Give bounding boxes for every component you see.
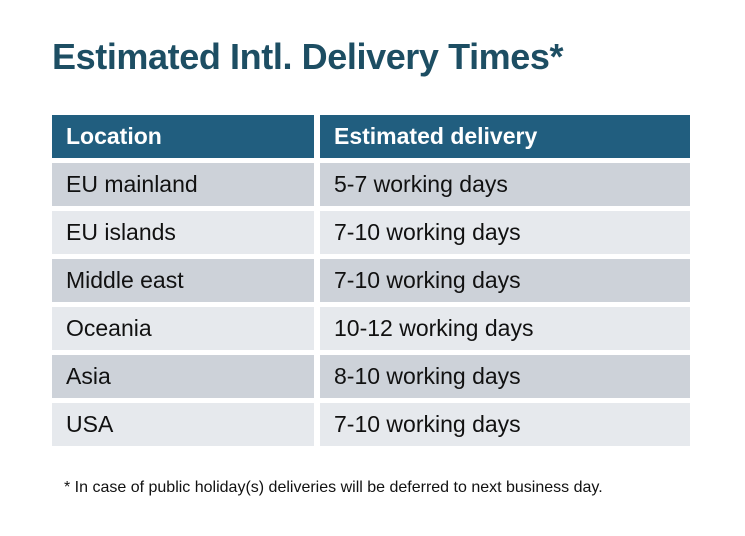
row-oceania-location: Oceania: [52, 307, 314, 350]
column-header-estimated-delivery: Estimated delivery: [320, 115, 690, 158]
row-asia-location: Asia: [52, 355, 314, 398]
row-oceania-delivery: 10-12 working days: [320, 307, 690, 350]
column-header-location: Location: [52, 115, 314, 158]
row-usa-location: USA: [52, 403, 314, 446]
page-title: Estimated Intl. Delivery Times*: [52, 36, 564, 77]
row-asia-delivery: 8-10 working days: [320, 355, 690, 398]
row-usa-delivery: 7-10 working days: [320, 403, 690, 446]
row-eu-mainland-location: EU mainland: [52, 163, 314, 206]
row-middle-east-delivery: 7-10 working days: [320, 259, 690, 302]
row-eu-islands-delivery: 7-10 working days: [320, 211, 690, 254]
row-middle-east-location: Middle east: [52, 259, 314, 302]
delivery-times-table: Location Estimated delivery EU mainland …: [52, 115, 690, 446]
row-eu-mainland-delivery: 5-7 working days: [320, 163, 690, 206]
footnote: * In case of public holiday(s) deliverie…: [64, 479, 603, 496]
row-eu-islands-location: EU islands: [52, 211, 314, 254]
